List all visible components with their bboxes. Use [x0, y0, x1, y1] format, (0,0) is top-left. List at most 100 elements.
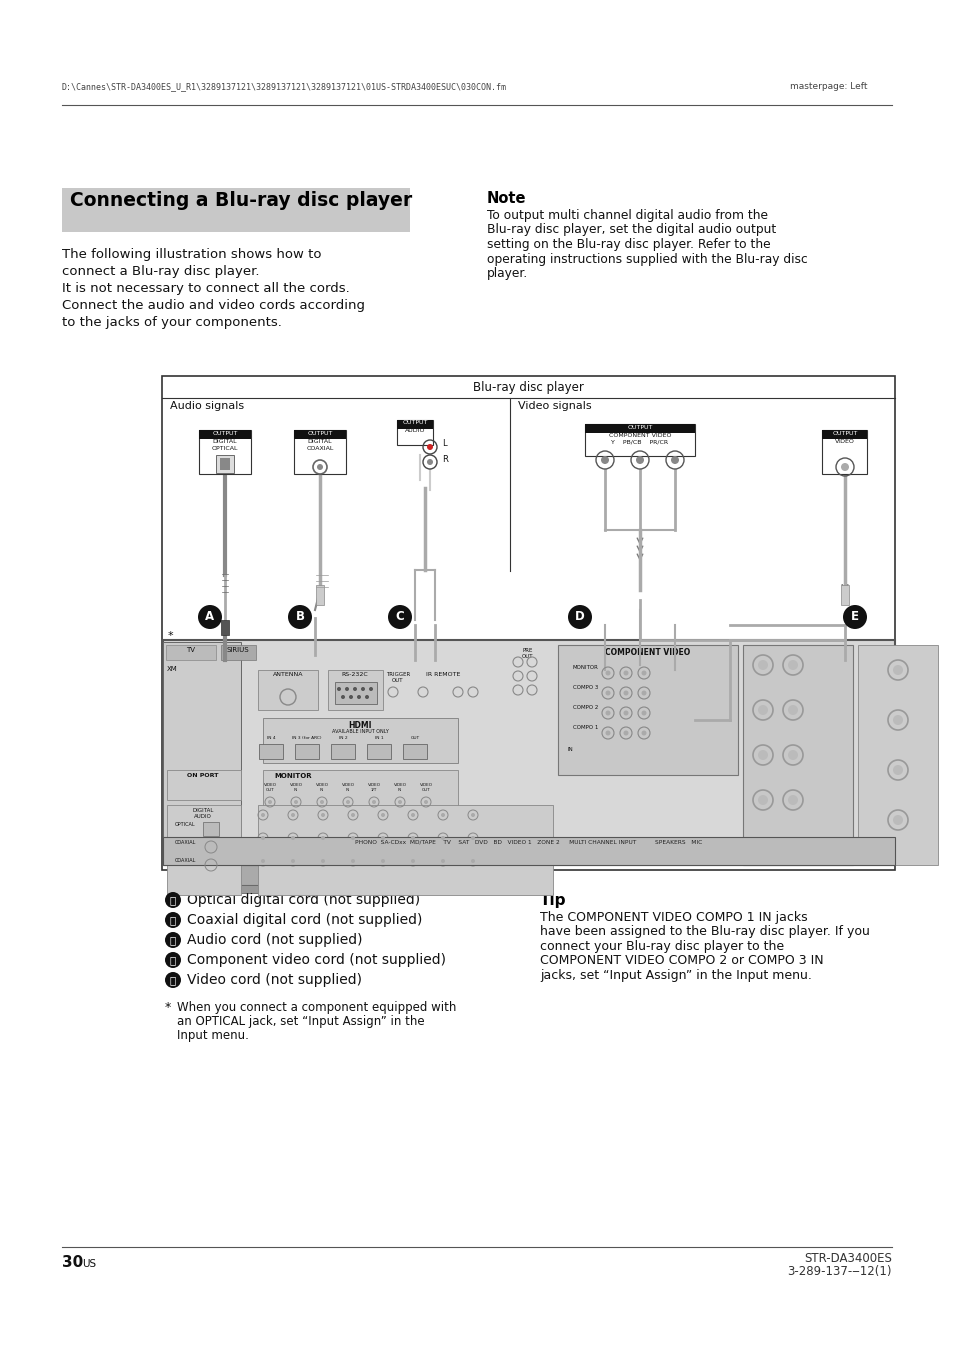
Circle shape [372, 801, 375, 805]
Circle shape [198, 605, 222, 629]
Text: an OPTICAL jack, set “Input Assign” in the: an OPTICAL jack, set “Input Assign” in t… [177, 1015, 424, 1027]
Circle shape [291, 813, 294, 817]
Bar [199, 431, 251, 474]
Text: RS-232C: RS-232C [341, 672, 368, 676]
Circle shape [349, 695, 353, 699]
Text: ON PORT: ON PORT [187, 774, 218, 778]
Circle shape [388, 605, 412, 629]
Bar [258, 744, 283, 759]
Text: Connect the audio and video cords according: Connect the audio and video cords accord… [62, 298, 365, 312]
Text: Audio signals: Audio signals [170, 401, 244, 410]
Bar [167, 769, 241, 801]
Text: It is not necessary to connect all the cords.: It is not necessary to connect all the c… [62, 282, 350, 296]
Circle shape [842, 605, 866, 629]
Bar [335, 682, 376, 703]
Text: COMPO 1: COMPO 1 [573, 725, 598, 730]
Circle shape [623, 690, 628, 695]
Text: TRIGGER
OUT: TRIGGER OUT [385, 672, 410, 683]
Text: MONITOR: MONITOR [274, 774, 312, 779]
Text: AUDIO: AUDIO [404, 428, 425, 433]
Text: OUTPUT: OUTPUT [402, 420, 427, 425]
Bar [257, 670, 317, 710]
Text: Coaxial digital cord (not supplied): Coaxial digital cord (not supplied) [187, 913, 422, 927]
Text: to the jacks of your components.: to the jacks of your components. [62, 316, 281, 329]
Text: IN 3 (for ARC): IN 3 (for ARC) [292, 736, 321, 740]
Text: COMPO 3: COMPO 3 [573, 684, 598, 690]
Text: 30: 30 [62, 1256, 83, 1270]
Circle shape [165, 931, 181, 948]
Bar [257, 805, 553, 895]
Circle shape [758, 705, 767, 716]
Text: *: * [168, 630, 173, 641]
Text: IN 2: IN 2 [338, 736, 347, 740]
Bar [263, 769, 457, 825]
Bar [584, 424, 695, 433]
Circle shape [787, 751, 797, 760]
Text: OUTPUT: OUTPUT [627, 425, 652, 431]
Text: *: * [165, 1000, 172, 1014]
Bar [315, 585, 324, 605]
Bar [167, 805, 241, 895]
Text: have been assigned to the Blu-ray disc player. If you: have been assigned to the Blu-ray disc p… [539, 926, 869, 938]
Text: To output multi channel digital audio from the: To output multi channel digital audio fr… [486, 209, 767, 221]
Text: Ⓐ: Ⓐ [170, 895, 176, 905]
Text: HDMI: HDMI [348, 721, 372, 730]
Text: IN 4: IN 4 [267, 736, 275, 740]
Circle shape [640, 710, 646, 716]
Text: PHONO  SA-CDxx  MD/TAPE    TV    SAT   DVD   BD   VIDEO 1   ZONE 2     MULTI CHA: PHONO SA-CDxx MD/TAPE TV SAT DVD BD VIDE… [355, 840, 702, 845]
Circle shape [605, 671, 610, 675]
Circle shape [440, 836, 444, 840]
Bar [221, 620, 229, 634]
Text: A: A [205, 610, 214, 624]
Text: SIRIUS: SIRIUS [227, 647, 249, 653]
Circle shape [471, 813, 475, 817]
Circle shape [268, 801, 272, 805]
Text: COMPONENT VIDEO COMPO 2 or COMPO 3 IN: COMPONENT VIDEO COMPO 2 or COMPO 3 IN [539, 954, 822, 968]
Circle shape [345, 687, 349, 691]
Text: IR REMOTE: IR REMOTE [425, 672, 459, 676]
Circle shape [380, 836, 385, 840]
Circle shape [351, 836, 355, 840]
Text: VIDEO
IN: VIDEO IN [289, 783, 302, 791]
Circle shape [600, 456, 608, 464]
Text: VIDEO
OUT: VIDEO OUT [263, 783, 276, 791]
Text: VIDEO
IN: VIDEO IN [341, 783, 355, 791]
Circle shape [165, 892, 181, 909]
Text: Component video cord (not supplied): Component video cord (not supplied) [187, 953, 446, 967]
Text: D: D [575, 610, 584, 624]
Text: Ⓔ: Ⓔ [170, 975, 176, 985]
Circle shape [320, 836, 325, 840]
Text: IN 1: IN 1 [375, 736, 383, 740]
Text: Tip: Tip [539, 892, 566, 909]
Bar [166, 645, 215, 660]
Text: COAXIAL: COAXIAL [306, 446, 334, 451]
Circle shape [623, 730, 628, 736]
Bar [215, 455, 233, 472]
Circle shape [427, 459, 433, 464]
Text: VIDEO
1/T: VIDEO 1/T [367, 783, 380, 791]
Text: ANTENNA: ANTENNA [273, 672, 303, 676]
Text: Blu-ray disc player: Blu-ray disc player [473, 381, 583, 394]
Text: STR-DA3400ES: STR-DA3400ES [803, 1251, 891, 1265]
Circle shape [423, 801, 428, 805]
Circle shape [471, 859, 475, 863]
Bar [213, 865, 293, 886]
Text: Ⓑ: Ⓑ [170, 915, 176, 925]
Circle shape [380, 859, 385, 863]
Circle shape [397, 801, 401, 805]
Bar [294, 431, 346, 474]
Text: C: C [395, 610, 404, 624]
Bar [328, 670, 382, 710]
Text: Blu-ray disc player, set the digital audio output: Blu-ray disc player, set the digital aud… [486, 224, 776, 236]
Bar [558, 645, 738, 775]
Circle shape [316, 464, 323, 470]
Circle shape [670, 456, 679, 464]
Text: COAXIAL: COAXIAL [174, 859, 196, 863]
Bar [821, 431, 866, 474]
Bar [62, 188, 410, 232]
Circle shape [291, 859, 294, 863]
Circle shape [640, 730, 646, 736]
Text: masterpage: Left: masterpage: Left [789, 82, 866, 90]
Circle shape [346, 801, 350, 805]
Bar [203, 822, 219, 836]
